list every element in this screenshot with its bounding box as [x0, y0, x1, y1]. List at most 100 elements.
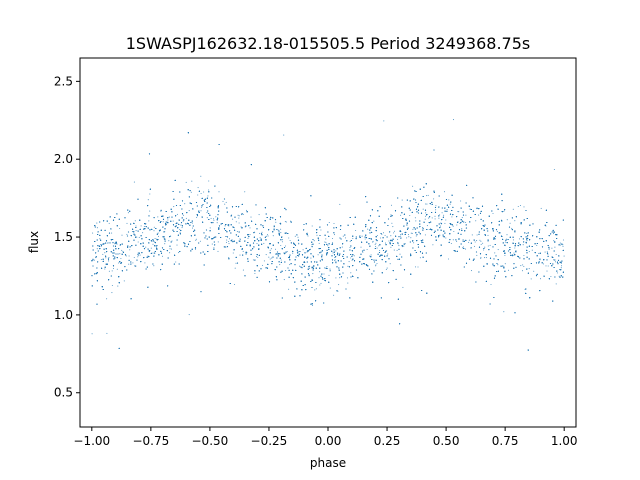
data-point — [255, 256, 258, 258]
data-point — [397, 243, 399, 245]
data-point — [149, 193, 151, 195]
data-point — [406, 237, 408, 239]
data-point — [544, 251, 546, 253]
data-point — [111, 270, 113, 272]
data-point — [242, 250, 244, 252]
data-point — [297, 236, 299, 238]
data-point — [240, 214, 243, 216]
data-point — [506, 238, 508, 240]
data-point — [133, 256, 135, 259]
data-point — [228, 256, 230, 259]
data-point — [224, 203, 226, 205]
data-point — [179, 228, 181, 231]
data-point — [352, 237, 354, 240]
data-point — [137, 256, 139, 258]
data-point — [217, 250, 219, 252]
data-point — [375, 264, 377, 266]
data-point — [509, 222, 511, 224]
data-point — [469, 208, 471, 210]
data-point — [326, 266, 328, 268]
data-point — [239, 238, 241, 240]
data-point — [452, 239, 454, 241]
data-point — [545, 265, 547, 267]
data-point — [333, 234, 336, 236]
data-point — [355, 229, 357, 232]
data-point — [400, 235, 402, 237]
data-point — [285, 221, 287, 223]
data-point — [215, 216, 217, 218]
data-point — [313, 240, 315, 242]
data-point — [135, 230, 137, 232]
data-point — [144, 262, 146, 264]
data-point — [390, 214, 392, 216]
data-point — [441, 212, 443, 214]
data-point — [111, 284, 113, 287]
data-point — [328, 221, 330, 224]
data-point — [331, 237, 334, 240]
data-point — [334, 260, 336, 262]
data-point — [290, 220, 292, 222]
data-point — [456, 240, 458, 243]
data-point — [285, 270, 287, 272]
data-point — [168, 240, 170, 242]
data-point — [153, 226, 155, 228]
data-point — [538, 252, 540, 254]
data-point — [150, 247, 152, 249]
data-point — [197, 187, 199, 189]
data-point — [487, 239, 489, 241]
data-point — [335, 277, 337, 279]
data-point — [386, 250, 388, 252]
data-point — [562, 245, 564, 247]
data-point — [376, 247, 378, 249]
data-point — [217, 241, 219, 243]
data-point — [480, 243, 482, 245]
data-point — [128, 263, 130, 265]
data-point — [396, 249, 398, 251]
data-point — [335, 262, 337, 264]
data-point — [393, 230, 396, 232]
data-point — [334, 256, 336, 259]
data-point — [456, 224, 458, 226]
data-point — [153, 230, 155, 232]
data-point — [374, 243, 376, 246]
data-point — [280, 228, 282, 230]
data-point — [91, 333, 93, 335]
data-point — [514, 230, 516, 232]
data-point — [470, 270, 473, 272]
data-point — [228, 243, 230, 245]
data-point — [452, 225, 454, 227]
data-point — [277, 229, 279, 231]
data-point — [450, 242, 452, 245]
data-point — [181, 227, 183, 229]
data-point — [375, 245, 377, 248]
data-point — [402, 246, 404, 248]
data-point — [200, 192, 202, 195]
data-point — [157, 235, 160, 237]
data-point — [417, 266, 419, 268]
data-point — [256, 243, 258, 245]
data-point — [173, 206, 175, 208]
data-point — [143, 225, 145, 228]
data-point — [226, 239, 228, 241]
data-point — [111, 232, 113, 234]
data-point — [265, 254, 267, 256]
data-point — [268, 256, 270, 258]
data-point — [311, 244, 313, 246]
data-point — [249, 234, 251, 236]
data-point — [312, 273, 314, 275]
data-point — [483, 257, 486, 259]
data-point — [292, 252, 294, 254]
data-point — [218, 191, 220, 193]
data-point — [234, 267, 236, 269]
data-point — [339, 203, 341, 205]
data-point — [249, 227, 251, 229]
data-point — [244, 191, 246, 193]
data-point — [514, 220, 516, 222]
data-point — [468, 241, 470, 243]
data-point — [225, 241, 228, 243]
data-point — [133, 265, 136, 267]
data-point — [361, 235, 363, 237]
data-point — [334, 259, 336, 261]
data-point — [475, 220, 477, 222]
data-point — [239, 254, 241, 256]
